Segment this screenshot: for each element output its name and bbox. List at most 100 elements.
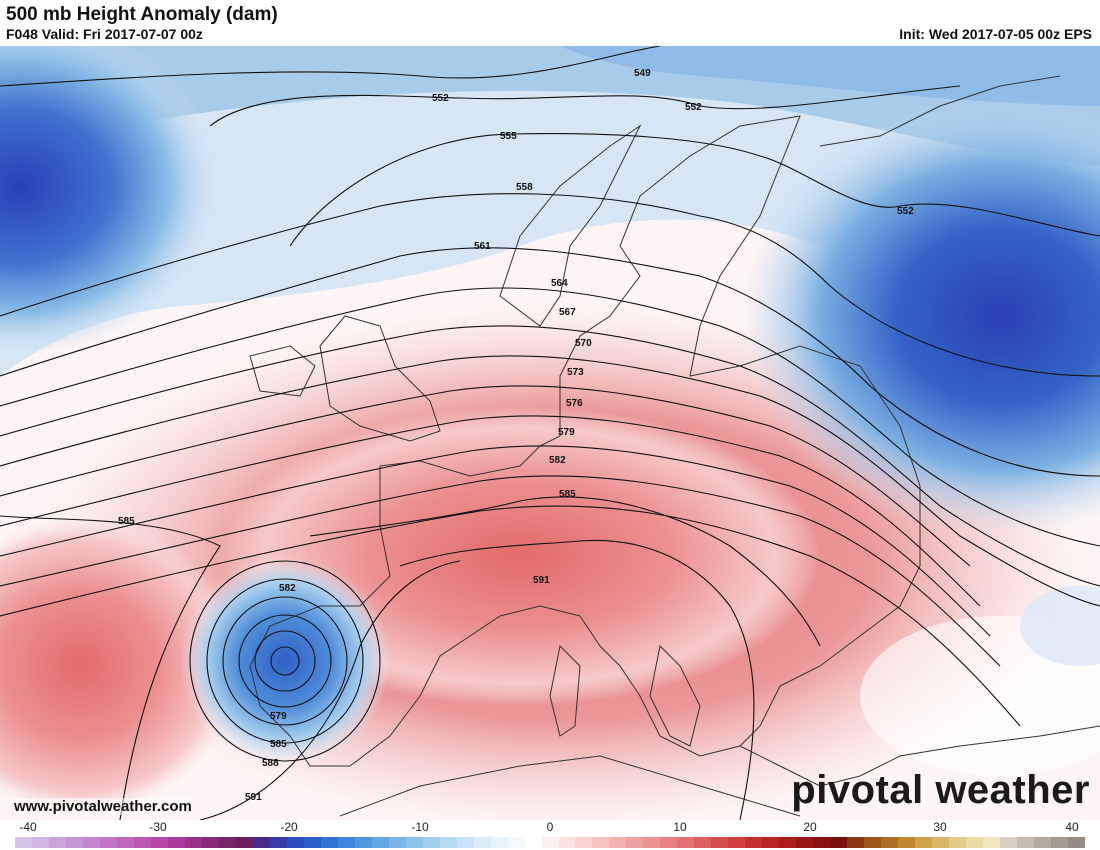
colorbar-swatch bbox=[626, 837, 644, 848]
colorbar-swatch bbox=[473, 837, 491, 848]
colorbar-swatch bbox=[711, 837, 729, 848]
contour-label: 573 bbox=[567, 367, 584, 378]
contour-label: 579 bbox=[558, 427, 575, 438]
contour-label: 567 bbox=[559, 307, 576, 318]
colorbar-tick: -30 bbox=[149, 820, 167, 834]
colorbar-swatch bbox=[796, 837, 814, 848]
colorbar-swatch bbox=[728, 837, 746, 848]
colorbar-swatch bbox=[235, 837, 253, 848]
colorbar-swatch bbox=[133, 837, 151, 848]
colorbar-swatch bbox=[694, 837, 712, 848]
colorbar-swatch bbox=[490, 837, 508, 848]
colorbar-swatches bbox=[15, 837, 1086, 848]
colorbar-swatch bbox=[286, 837, 304, 848]
contour-label: 552 bbox=[432, 93, 449, 104]
colorbar-swatch bbox=[167, 837, 185, 848]
colorbar-swatch bbox=[15, 837, 32, 848]
contour-label: 585 bbox=[118, 516, 135, 527]
contour-label: 552 bbox=[897, 206, 914, 217]
colorbar-swatch bbox=[575, 837, 593, 848]
contour-label: 555 bbox=[500, 131, 517, 142]
colorbar-swatch bbox=[269, 837, 287, 848]
colorbar-swatch bbox=[337, 837, 355, 848]
colorbar-swatch bbox=[456, 837, 474, 848]
colorbar-swatch bbox=[592, 837, 610, 848]
map-title: 500 mb Height Anomaly (dam) bbox=[6, 4, 278, 25]
website-url: www.pivotalweather.com bbox=[14, 798, 192, 815]
colorbar-tick: 10 bbox=[673, 820, 687, 834]
colorbar-swatch bbox=[116, 837, 134, 848]
colorbar-swatch bbox=[660, 837, 678, 848]
contour-label: 588 bbox=[262, 758, 279, 769]
contour-label: 579 bbox=[270, 711, 287, 722]
colorbar-swatch bbox=[949, 837, 967, 848]
contour-label: 585 bbox=[270, 739, 287, 750]
contour-label: 591 bbox=[245, 792, 262, 803]
colorbar-swatch bbox=[1000, 837, 1018, 848]
colorbar-tick: -20 bbox=[280, 820, 298, 834]
colorbar-swatch bbox=[983, 837, 1001, 848]
contour-label: 582 bbox=[549, 455, 566, 466]
colorbar-swatch bbox=[898, 837, 916, 848]
colorbar-swatch bbox=[881, 837, 899, 848]
colorbar-swatch bbox=[439, 837, 457, 848]
anomaly-map[interactable]: 549 552 552 552 555 558 561 564 567 570 … bbox=[0, 46, 1100, 820]
colorbar-tick: -40 bbox=[19, 820, 37, 834]
header: 500 mb Height Anomaly (dam) F048 Valid: … bbox=[0, 0, 1100, 46]
colorbar-swatch bbox=[762, 837, 780, 848]
colorbar-swatch bbox=[932, 837, 950, 848]
contour-label: 552 bbox=[685, 102, 702, 113]
colorbar-swatch bbox=[745, 837, 763, 848]
colorbar-swatch bbox=[830, 837, 848, 848]
colorbar-swatch bbox=[388, 837, 406, 848]
colorbar-swatch bbox=[201, 837, 219, 848]
contour-label: 558 bbox=[516, 182, 533, 193]
contour-label: 564 bbox=[551, 278, 568, 289]
colorbar-swatch bbox=[966, 837, 984, 848]
colorbar-swatch bbox=[252, 837, 270, 848]
colorbar-swatch bbox=[541, 837, 559, 848]
colorbar-swatch bbox=[677, 837, 695, 848]
colorbar-swatch bbox=[609, 837, 627, 848]
contour-label: 561 bbox=[474, 241, 491, 252]
colorbar-swatch bbox=[643, 837, 661, 848]
colorbar-swatch bbox=[354, 837, 372, 848]
colorbar-swatch bbox=[1034, 837, 1052, 848]
colorbar-swatch bbox=[405, 837, 423, 848]
contour-label: 582 bbox=[279, 583, 296, 594]
colorbar-swatch bbox=[558, 837, 576, 848]
colorbar-tick: 30 bbox=[933, 820, 947, 834]
colorbar-swatch bbox=[1051, 837, 1069, 848]
colorbar-swatch bbox=[813, 837, 831, 848]
colorbar-swatch bbox=[31, 837, 49, 848]
colorbar-tick: 20 bbox=[803, 820, 817, 834]
colorbar-swatch bbox=[1017, 837, 1035, 848]
contour-label: 585 bbox=[559, 489, 576, 500]
colorbar-swatch bbox=[864, 837, 882, 848]
colorbar-swatch bbox=[779, 837, 797, 848]
map-canvas: 549 552 552 552 555 558 561 564 567 570 … bbox=[0, 46, 1100, 820]
colorbar: -40 -30 -20 -10 0 10 20 30 40 bbox=[0, 820, 1100, 850]
contour-label: 570 bbox=[575, 338, 592, 349]
colorbar-swatch bbox=[847, 837, 865, 848]
valid-time: F048 Valid: Fri 2017-07-07 00z bbox=[6, 26, 203, 42]
height-contours bbox=[0, 46, 1100, 820]
contour-labels: 549 552 552 552 555 558 561 564 567 570 … bbox=[118, 68, 914, 803]
colorbar-tick: 40 bbox=[1065, 820, 1079, 834]
init-time: Init: Wed 2017-07-05 00z EPS bbox=[899, 26, 1092, 42]
colorbar-swatch bbox=[915, 837, 933, 848]
colorbar-swatch bbox=[507, 837, 525, 848]
colorbar-tick: -10 bbox=[411, 820, 429, 834]
colorbar-swatch bbox=[150, 837, 168, 848]
colorbar-swatch bbox=[371, 837, 389, 848]
colorbar-swatch bbox=[1068, 837, 1086, 848]
colorbar-swatch bbox=[82, 837, 100, 848]
colorbar-swatch bbox=[303, 837, 321, 848]
contour-label: 549 bbox=[634, 68, 651, 79]
colorbar-swatch bbox=[524, 837, 542, 848]
contour-label: 591 bbox=[533, 575, 550, 586]
colorbar-tick: 0 bbox=[546, 820, 554, 834]
contour-label: 576 bbox=[566, 398, 583, 409]
colorbar-swatch bbox=[65, 837, 83, 848]
colorbar-swatch bbox=[48, 837, 66, 848]
